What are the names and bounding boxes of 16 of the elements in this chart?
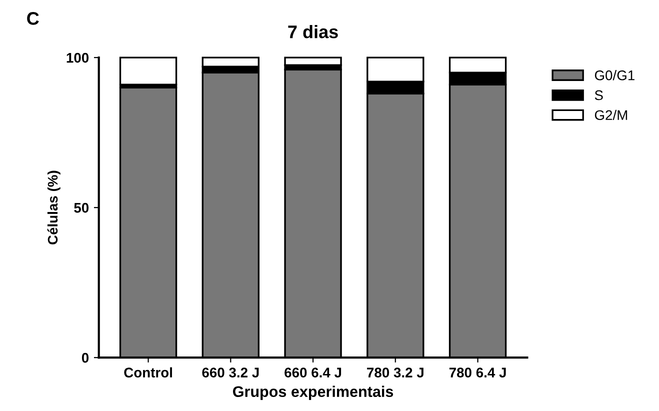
y-axis-title: Células (%) [47,170,60,244]
y-tick-label: 0 [82,352,89,363]
bar [119,56,178,86]
legend-label: G0/G1 [594,70,634,80]
x-tick-label: 780 6.4 J [449,368,506,378]
x-tick-label: Control [124,367,172,378]
x-tick-label: 780 3.2 J [367,368,424,378]
x-tick-label: 660 6.4 J [284,368,342,378]
x-axis-title: Grupos experimentais [233,386,394,400]
chart-title: 7 dias [288,25,338,38]
y-tick-label: 50 [74,202,89,213]
legend-label: G2/M [594,110,628,120]
x-tick-label: 660 3.2 J [202,368,259,378]
text: C [27,12,39,25]
y-tick-label: 100 [66,52,89,63]
legend-label: S [594,90,603,100]
